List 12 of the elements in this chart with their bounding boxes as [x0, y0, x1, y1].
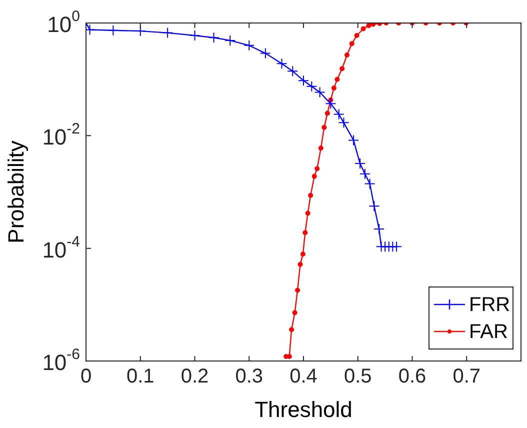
x-tick-label: 0: [80, 366, 92, 388]
x-tick-label: 0.6: [398, 366, 426, 388]
x-axis-title: Threshold: [254, 396, 352, 422]
x-tick-label: 0.5: [344, 366, 372, 388]
y-axis-title: Probability: [3, 140, 28, 244]
x-tick-label: 0.7: [452, 366, 481, 388]
x-tick-label: 0.1: [126, 366, 154, 388]
x-tick-label: 0.4: [290, 366, 318, 388]
legend-label: FRR: [469, 294, 510, 316]
legend-label: FAR: [469, 321, 508, 344]
x-tick-label: 0.3: [235, 366, 264, 388]
x-tick-label: 0.2: [180, 366, 209, 388]
